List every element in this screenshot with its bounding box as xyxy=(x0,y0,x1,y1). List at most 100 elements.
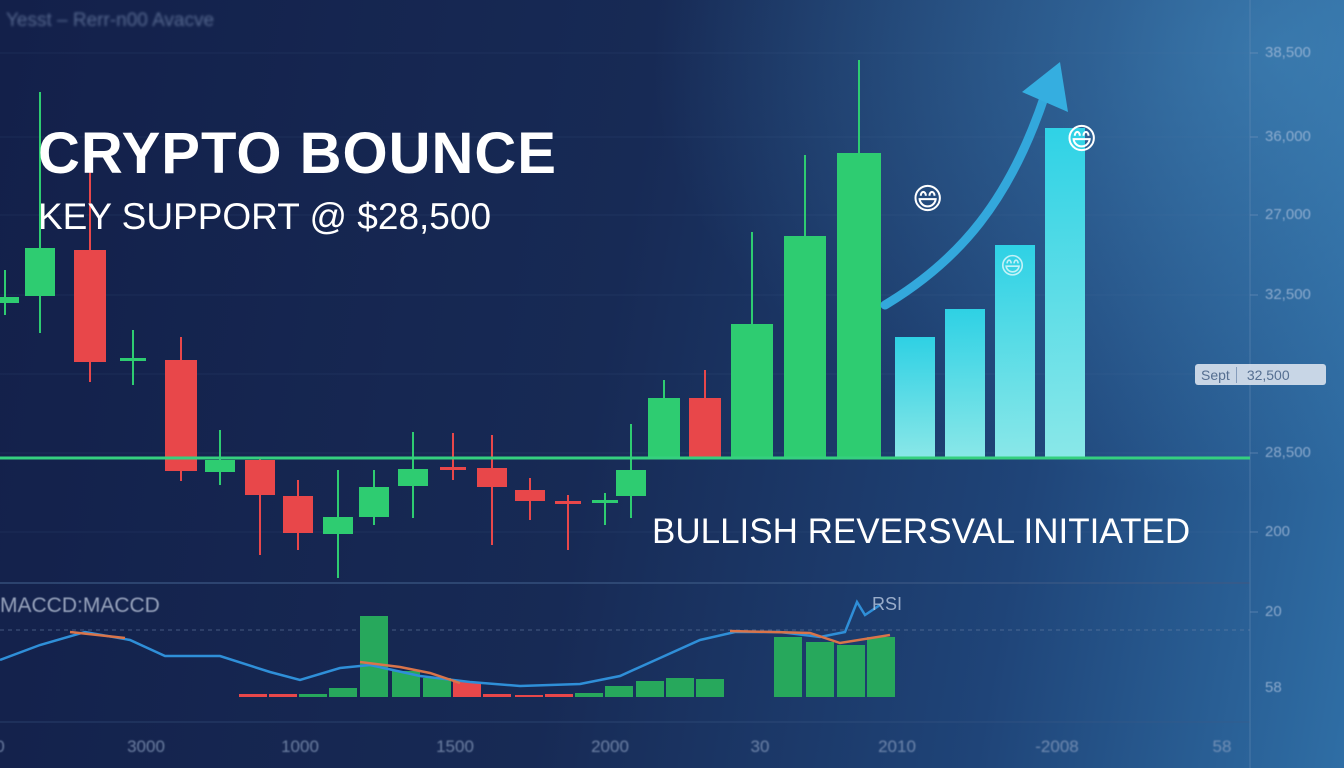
candle-body xyxy=(74,250,106,362)
macd-histogram-bar xyxy=(806,642,834,697)
candle-body xyxy=(555,501,581,504)
trend-arrow-head-icon xyxy=(1022,62,1068,112)
macd-histogram-bar xyxy=(329,688,357,697)
candle-body xyxy=(616,470,646,496)
y-tick-label: 27,000 xyxy=(1265,206,1311,223)
candle xyxy=(515,478,545,520)
candle-body xyxy=(283,496,313,533)
projection-bar xyxy=(895,337,935,458)
candle-body xyxy=(0,297,19,303)
candle xyxy=(477,435,507,545)
candles xyxy=(0,60,881,578)
grid xyxy=(0,52,1258,613)
macd-histogram-bar xyxy=(423,678,451,697)
candle-body xyxy=(359,487,389,517)
price-tag-label: Sept xyxy=(1201,366,1230,383)
candle-body xyxy=(837,153,881,458)
candle-body xyxy=(784,236,826,458)
macd-histogram xyxy=(239,616,895,697)
candle-body xyxy=(477,468,507,487)
macd-histogram-bar xyxy=(515,695,543,697)
macd-histogram-bar xyxy=(666,678,694,697)
signal-line xyxy=(729,629,891,645)
trend-arrow-shaft xyxy=(880,90,1050,310)
y-tick-label: 20 xyxy=(1265,603,1282,620)
candle xyxy=(359,470,389,525)
macd-histogram-bar xyxy=(575,693,603,697)
candle xyxy=(398,432,428,518)
price-tag-value: 32,500 xyxy=(1235,366,1296,383)
macd-histogram-bar xyxy=(360,616,388,697)
x-tick-label: 58 xyxy=(1212,737,1232,756)
macd-histogram-bar xyxy=(269,694,297,697)
y-tick-label: 32,500 xyxy=(1265,286,1311,303)
macd-histogram-bar xyxy=(636,681,664,697)
projection-bars xyxy=(895,128,1085,458)
macd-lines xyxy=(0,599,891,688)
candle xyxy=(689,370,721,458)
candle xyxy=(323,470,353,578)
candle xyxy=(731,232,773,458)
projection-bar xyxy=(995,245,1035,458)
candle xyxy=(74,160,106,382)
chart-title: CRYPTO BOUNCE xyxy=(38,121,557,186)
macd-histogram-bar xyxy=(453,682,481,697)
x-tick-label: -2008 xyxy=(1035,737,1079,756)
candle-body xyxy=(25,248,55,296)
macd-histogram-bar xyxy=(239,694,267,697)
candle xyxy=(555,495,581,550)
candle-body xyxy=(440,467,466,470)
candle xyxy=(784,155,826,458)
candle-body xyxy=(731,324,773,458)
macd-line xyxy=(0,599,881,688)
x-tick-label: 1500 xyxy=(436,737,474,756)
candle xyxy=(837,60,881,458)
macd-label: MACCD:MACCD xyxy=(0,594,160,617)
macd-histogram-bar xyxy=(545,694,573,697)
macd-histogram-bar xyxy=(774,637,802,697)
projection-bar xyxy=(945,309,985,458)
x-tick-label: 0 xyxy=(0,737,5,757)
chart-subtitle: KEY SUPPORT @ $28,500 xyxy=(38,196,492,237)
candle-body xyxy=(323,517,353,534)
smiling-face-icon: 😄 xyxy=(1000,253,1026,280)
candle-body xyxy=(648,398,680,458)
signal-line xyxy=(69,630,126,640)
candle-body xyxy=(515,490,545,501)
macd-histogram-bar xyxy=(299,694,327,697)
candle-body xyxy=(689,398,721,458)
candle-body xyxy=(205,460,235,472)
candle-body xyxy=(592,500,618,503)
candle-body xyxy=(165,360,197,471)
candle-body xyxy=(398,469,428,486)
candle-body xyxy=(120,358,146,361)
projection-bar xyxy=(1045,128,1085,458)
y-tick-label: 200 xyxy=(1265,523,1291,540)
smiling-face-icon: 😄 xyxy=(912,183,944,216)
rsi-label: RSI xyxy=(872,594,903,614)
y-tick-label: 38,500 xyxy=(1265,44,1311,61)
macd-histogram-bar xyxy=(696,679,724,697)
annotation-text: BULLISH REVERSVAL INITIATED xyxy=(652,512,1191,551)
candle xyxy=(0,270,19,315)
candle xyxy=(283,480,313,550)
x-tick-label: 2010 xyxy=(878,737,916,756)
x-tick-label: 1000 xyxy=(281,737,319,756)
smiling-face-icon: 😄 xyxy=(1066,123,1098,156)
candle xyxy=(25,92,55,333)
candle xyxy=(648,380,680,458)
candle xyxy=(616,424,646,518)
candle-body xyxy=(245,460,275,495)
macd-histogram-bar xyxy=(483,694,511,697)
y-tick-label: 36,000 xyxy=(1265,128,1311,145)
x-tick-label: 3000 xyxy=(127,737,165,756)
candle xyxy=(120,330,146,385)
macd-histogram-bar xyxy=(605,686,633,697)
signal-line xyxy=(359,660,461,685)
y-tick-label: 28,500 xyxy=(1265,444,1311,461)
x-tick-label: 2000 xyxy=(591,737,629,756)
y-tick-label: 58 xyxy=(1265,679,1282,696)
macd-histogram-bar xyxy=(867,637,895,697)
macd-histogram-bar xyxy=(837,645,865,697)
